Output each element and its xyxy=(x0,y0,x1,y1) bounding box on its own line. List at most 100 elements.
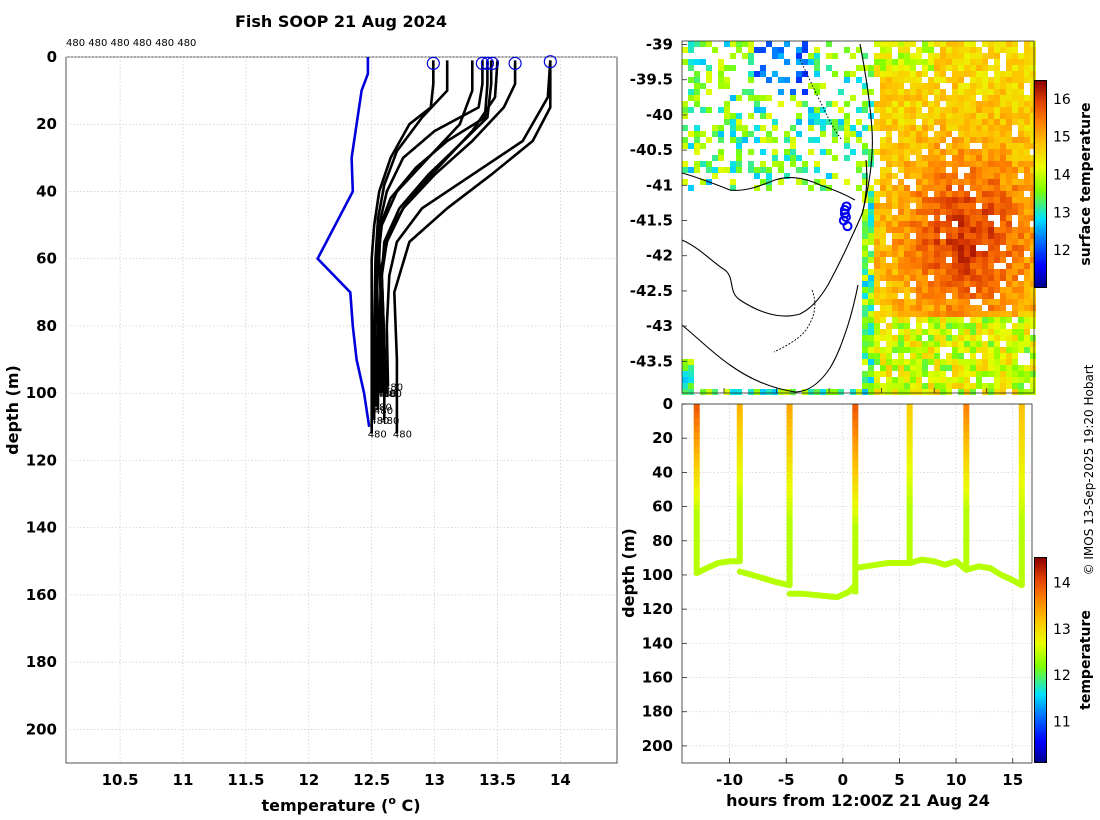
sst-cell xyxy=(952,161,958,167)
sst-cell xyxy=(916,191,922,197)
sst-cell xyxy=(682,371,688,377)
sst-cell xyxy=(748,59,754,65)
sst-cell xyxy=(1000,191,1006,197)
sst-cell xyxy=(964,119,970,125)
sst-cell xyxy=(952,245,958,251)
sst-cell xyxy=(748,149,754,155)
sst-cell xyxy=(946,353,952,359)
sst-cell xyxy=(982,329,988,335)
sst-cell xyxy=(970,185,976,191)
sst-cell xyxy=(898,323,904,329)
sst-cell xyxy=(736,41,742,47)
sst-cell xyxy=(724,41,730,47)
sst-cell xyxy=(904,185,910,191)
sst-cell xyxy=(898,299,904,305)
sst-cell xyxy=(862,377,868,383)
sst-cell xyxy=(772,389,778,395)
sst-cell xyxy=(1006,155,1012,161)
sst-cell xyxy=(1030,377,1036,383)
sst-cell xyxy=(1018,167,1024,173)
sst-cell xyxy=(886,269,892,275)
section-x-tick-label: 15 xyxy=(1002,771,1023,789)
sst-cell xyxy=(1030,179,1036,185)
sst-cell xyxy=(904,77,910,83)
sst-cell xyxy=(916,89,922,95)
sst-cell xyxy=(886,329,892,335)
sst-cell xyxy=(826,53,832,59)
sst-cell xyxy=(916,203,922,209)
sst-cell xyxy=(886,41,892,47)
sst-cell xyxy=(1030,275,1036,281)
sst-cell xyxy=(904,113,910,119)
sst-cell xyxy=(904,119,910,125)
sst-cell xyxy=(976,149,982,155)
sst-cell xyxy=(994,107,1000,113)
sst-cell xyxy=(886,101,892,107)
sst-cell xyxy=(1018,323,1024,329)
sst-cell xyxy=(916,275,922,281)
sst-cell xyxy=(910,227,916,233)
sst-cell xyxy=(958,113,964,119)
sst-cell xyxy=(868,65,874,71)
sst-cell xyxy=(946,95,952,101)
sst-cell xyxy=(706,89,712,95)
sst-cell xyxy=(1030,353,1036,359)
sst-cell xyxy=(808,185,814,191)
sst-cell xyxy=(880,221,886,227)
sst-cell xyxy=(988,221,994,227)
sst-cell xyxy=(976,137,982,143)
sst-cell xyxy=(958,317,964,323)
sst-cell xyxy=(934,305,940,311)
sst-cell xyxy=(946,263,952,269)
sst-cell xyxy=(910,305,916,311)
sst-cell xyxy=(964,329,970,335)
sst-cell xyxy=(928,359,934,365)
sst-cell xyxy=(1012,257,1018,263)
sst-cell xyxy=(886,197,892,203)
sst-cell xyxy=(1012,239,1018,245)
sst-cell xyxy=(700,131,706,137)
climatology-line xyxy=(316,57,371,427)
sst-cell xyxy=(694,161,700,167)
sst-cell xyxy=(964,179,970,185)
sst-cell xyxy=(736,167,742,173)
sst-cell xyxy=(904,89,910,95)
sst-cell xyxy=(760,167,766,173)
sst-cell xyxy=(988,341,994,347)
sst-cell xyxy=(730,95,736,101)
sst-cell xyxy=(874,383,880,389)
y-tick-label: 100 xyxy=(26,384,57,402)
sst-cell xyxy=(874,359,880,365)
sst-cell xyxy=(874,293,880,299)
sst-cell xyxy=(976,113,982,119)
sst-cell xyxy=(940,113,946,119)
sst-cell xyxy=(934,317,940,323)
sst-cell xyxy=(922,89,928,95)
map-y-tick-label: -39.5 xyxy=(630,71,673,89)
sst-cell xyxy=(898,125,904,131)
sst-cell xyxy=(958,185,964,191)
sst-cell xyxy=(898,59,904,65)
sst-cell xyxy=(988,233,994,239)
sst-cell xyxy=(958,251,964,257)
sst-cell xyxy=(988,95,994,101)
sst-cell xyxy=(772,137,778,143)
sst-cell xyxy=(892,215,898,221)
sst-cell xyxy=(880,65,886,71)
sst-cell xyxy=(880,113,886,119)
section-y-tick-label: 80 xyxy=(652,532,673,550)
sst-cell xyxy=(1030,389,1036,395)
sst-cell xyxy=(1030,209,1036,215)
sst-cell xyxy=(718,155,724,161)
sst-cell xyxy=(1018,293,1024,299)
sst-cell xyxy=(682,101,688,107)
sst-cell xyxy=(862,107,868,113)
sst-cell xyxy=(910,383,916,389)
sst-cell xyxy=(928,83,934,89)
sst-cell xyxy=(1012,227,1018,233)
sst-cell xyxy=(922,305,928,311)
sst-cell xyxy=(940,275,946,281)
sst-cell xyxy=(880,155,886,161)
sst-cell xyxy=(994,125,1000,131)
sst-cell xyxy=(754,173,760,179)
